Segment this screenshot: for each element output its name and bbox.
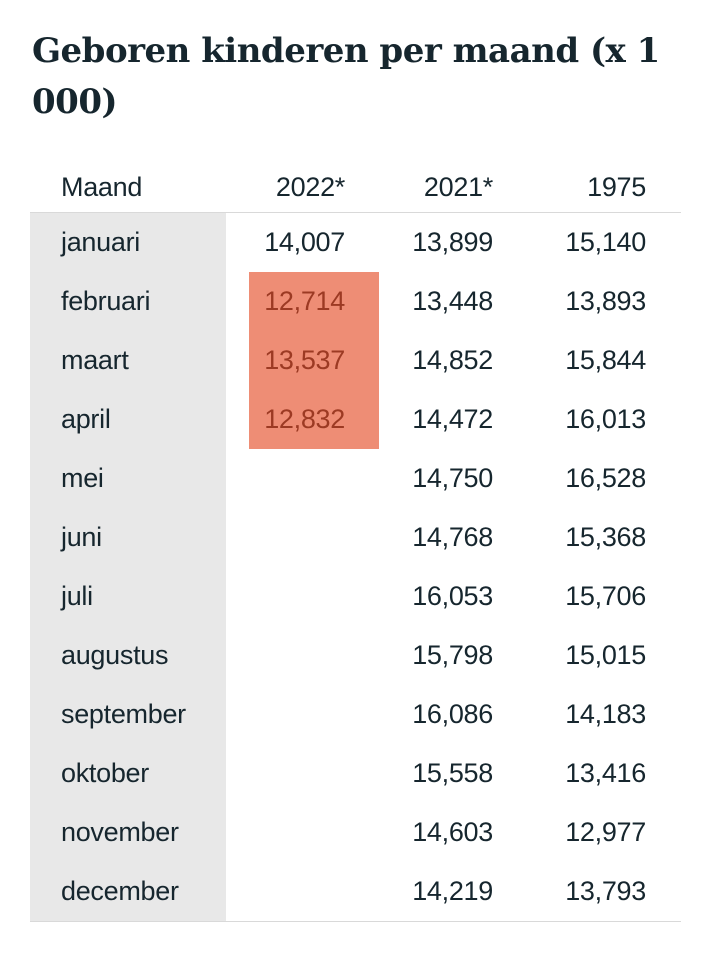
value-1975: 12,977 <box>565 817 646 847</box>
value-2022-cellbox <box>249 744 379 803</box>
column-header-2022: 2022* <box>275 171 345 202</box>
value-2022: 12,714 <box>226 272 379 331</box>
column-header-2021: 2021* <box>423 171 493 202</box>
column-header-maand: Maand <box>61 171 143 202</box>
page: Geboren kinderen per maand (x 1 000) Maa… <box>30 31 681 922</box>
value-2021: 14,603 <box>412 817 493 847</box>
value-1975: 15,368 <box>565 522 646 552</box>
month-label: maart <box>30 331 226 390</box>
value-1975: 13,893 <box>565 286 646 316</box>
value-2022-cellbox <box>249 449 379 508</box>
table-row: februari 12,714 13,448 13,893 <box>30 272 681 331</box>
value-2022-cellbox: 12,832 <box>249 390 379 449</box>
month-label: oktober <box>30 744 226 803</box>
month-label: juli <box>30 567 226 626</box>
value-2022 <box>226 449 379 508</box>
value-2022-cellbox <box>249 508 379 567</box>
month-label: juni <box>30 508 226 567</box>
value-2022-cellbox: 13,537 <box>249 331 379 390</box>
month-label: november <box>30 803 226 862</box>
month-label: december <box>30 862 226 921</box>
value-1975: 15,140 <box>565 227 646 257</box>
value-2022-cellbox <box>249 567 379 626</box>
table-header-row: Maand 2022* 2021* 1975 <box>30 162 681 213</box>
value-1975: 15,706 <box>565 581 646 611</box>
table-row: november 14,603 12,977 <box>30 803 681 862</box>
value-2021: 13,448 <box>412 286 493 316</box>
value-2022-cellbox <box>249 803 379 862</box>
births-per-month-table: Maand 2022* 2021* 1975 januari 14,007 13,8… <box>30 162 681 922</box>
value-2022-cellbox <box>249 626 379 685</box>
value-2022 <box>226 862 379 921</box>
table-row: september 16,086 14,183 <box>30 685 681 744</box>
value-1975: 16,013 <box>565 404 646 434</box>
table-title: Geboren kinderen per maand (x 1 000) <box>32 31 660 122</box>
value-2021: 16,053 <box>412 581 493 611</box>
value-1975: 13,793 <box>565 876 646 906</box>
table-row: mei 14,750 16,528 <box>30 449 681 508</box>
value-2021: 13,899 <box>412 227 493 257</box>
month-label: februari <box>30 272 226 331</box>
value-2022-cellbox <box>249 685 379 744</box>
table-row: april 12,832 14,472 16,013 <box>30 390 681 449</box>
table-row: maart 13,537 14,852 15,844 <box>30 331 681 390</box>
value-2021: 14,852 <box>412 345 493 375</box>
table-body: januari 14,007 13,899 15,140 februari 12,714 1… <box>30 213 681 922</box>
value-2022 <box>226 685 379 744</box>
value-2022: 13,537 <box>226 331 379 390</box>
table-row: januari 14,007 13,899 15,140 <box>30 213 681 272</box>
value-1975: 13,416 <box>565 758 646 788</box>
table-row: juli 16,053 15,706 <box>30 567 681 626</box>
month-label: april <box>30 390 226 449</box>
month-label: mei <box>30 449 226 508</box>
value-2022: 12,832 <box>226 390 379 449</box>
value-2022-cellbox: 12,714 <box>249 272 379 331</box>
table-row: oktober 15,558 13,416 <box>30 744 681 803</box>
value-2021: 14,750 <box>412 463 493 493</box>
value-2022 <box>226 508 379 567</box>
value-1975: 14,183 <box>565 699 646 729</box>
value-2021: 14,768 <box>412 522 493 552</box>
value-2021: 15,798 <box>412 640 493 670</box>
value-2021: 15,558 <box>412 758 493 788</box>
value-2022-cellbox <box>249 862 379 921</box>
value-2021: 14,472 <box>412 404 493 434</box>
column-header-1975: 1975 <box>587 171 646 202</box>
value-1975: 15,844 <box>565 345 646 375</box>
value-1975: 16,528 <box>565 463 646 493</box>
value-2022: 14,007 <box>226 213 379 272</box>
month-label: augustus <box>30 626 226 685</box>
value-2022 <box>226 567 379 626</box>
value-2021: 16,086 <box>412 699 493 729</box>
value-2022 <box>226 744 379 803</box>
table-row: december 14,219 13,793 <box>30 862 681 921</box>
value-2022-cellbox: 14,007 <box>264 227 345 257</box>
table-row: augustus 15,798 15,015 <box>30 626 681 685</box>
month-label: januari <box>30 213 226 272</box>
value-2022 <box>226 626 379 685</box>
month-label: september <box>30 685 226 744</box>
value-2021: 14,219 <box>412 876 493 906</box>
value-1975: 15,015 <box>565 640 646 670</box>
value-2022 <box>226 803 379 862</box>
table-row: juni 14,768 15,368 <box>30 508 681 567</box>
